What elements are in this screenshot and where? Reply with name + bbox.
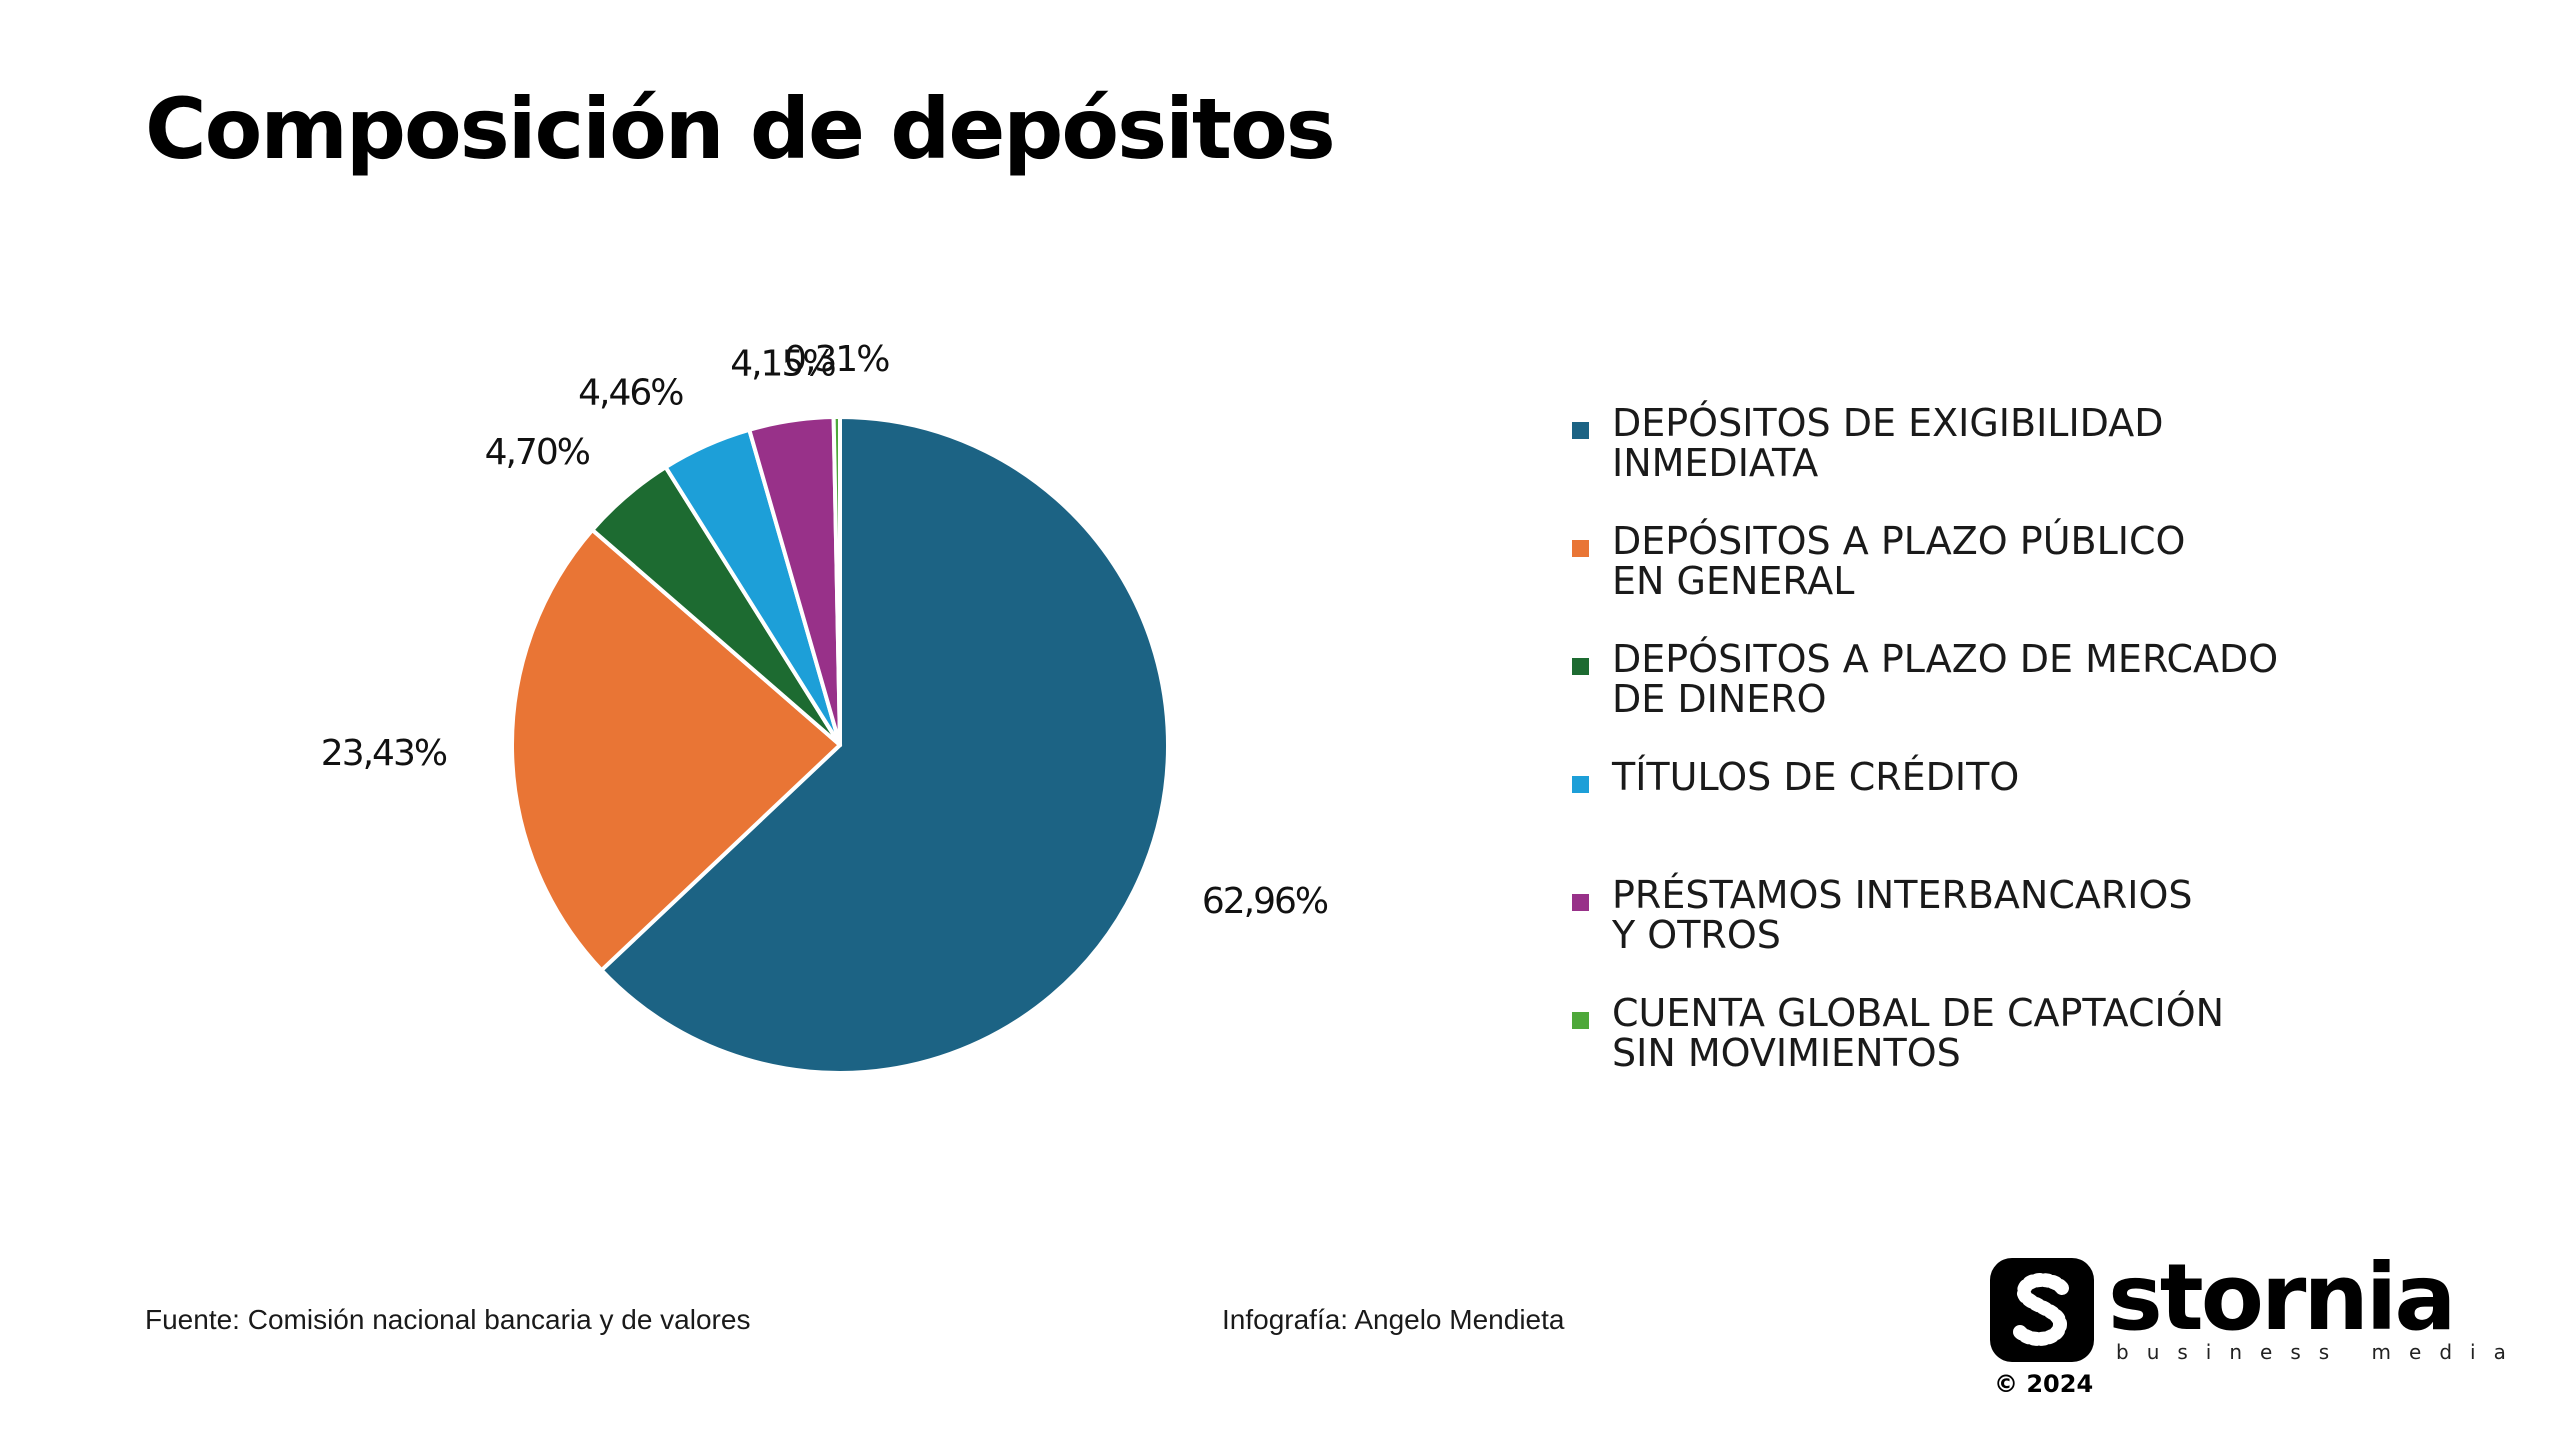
brand-name: stornia <box>2108 1244 2456 1351</box>
legend-swatch <box>1572 658 1589 675</box>
data-label-cuenta-global-de-captacion-sin-movimientos: 0,31% <box>784 339 889 380</box>
legend-label: DEPÓSITOS A PLAZO PÚBLICO EN GENERAL <box>1612 519 2186 603</box>
source-note: Fuente: Comisión nacional bancaria y de … <box>145 1304 751 1335</box>
legend-label: TÍTULOS DE CRÉDITO <box>1612 755 2020 799</box>
legend-label: DEPÓSITOS A PLAZO DE MERCADO DE DINERO <box>1612 637 2279 721</box>
legend-item-prestamos-interbancarios-y-otros: PRÉSTAMOS INTERBANCARIOS Y OTROS <box>1572 875 2472 993</box>
infographic-credit: Infografía: Angelo Mendieta <box>1222 1304 1565 1335</box>
chart-legend: DEPÓSITOS DE EXIGIBILIDAD INMEDIATA DEPÓS… <box>1572 403 2472 1111</box>
legend-swatch <box>1572 776 1589 793</box>
legend-item-depositos-a-plazo-publico-en-general: DEPÓSITOS A PLAZO PÚBLICO EN GENERAL <box>1572 521 2472 639</box>
legend-item-depositos-a-plazo-de-mercado-de-dinero: DEPÓSITOS A PLAZO DE MERCADO DE DINERO <box>1572 639 2472 757</box>
pie-slice-depositos-de-exigibilidad-inmediata <box>599 415 1170 1075</box>
legend-label: DEPÓSITOS DE EXIGIBILIDAD INMEDIATA <box>1612 401 2164 485</box>
page-title: Composición de depósitos <box>145 80 1336 178</box>
legend-swatch <box>1572 894 1589 911</box>
pie-slice-depositos-a-plazo-publico-en-general <box>510 527 842 973</box>
data-label-depositos-de-exigibilidad-inmediata: 62,96% <box>1202 881 1328 922</box>
copyright-year: © 2024 <box>1994 1370 2094 1398</box>
pie-slice-cuenta-global-de-captacion-sin-movimientos <box>831 414 842 747</box>
legend-label: CUENTA GLOBAL DE CAPTACIÓN SIN MOVIMIENT… <box>1612 991 2225 1075</box>
legend-item-depositos-de-exigibilidad-inmediata: DEPÓSITOS DE EXIGIBILIDAD INMEDIATA <box>1572 403 2472 521</box>
data-label-prestamos-interbancarios-y-otros: 4,15% <box>730 343 835 384</box>
stornia-s-logo-icon <box>1990 1258 2094 1362</box>
data-label-depositos-a-plazo-de-mercado-de-dinero: 4,70% <box>485 432 590 473</box>
legend-swatch <box>1572 422 1589 439</box>
legend-swatch <box>1572 1012 1589 1029</box>
brand-tagline: business media <box>2116 1340 2524 1364</box>
legend-label: PRÉSTAMOS INTERBANCARIOS Y OTROS <box>1612 873 2193 957</box>
legend-item-titulos-de-credito: TÍTULOS DE CRÉDITO <box>1572 757 2472 875</box>
brand-logo: stornia business media © 2024 <box>1990 1244 2524 1398</box>
data-label-depositos-a-plazo-publico-en-general: 23,43% <box>321 733 447 774</box>
data-label-titulos-de-credito: 4,46% <box>578 373 683 414</box>
legend-item-cuenta-global-de-captacion-sin-movimientos: CUENTA GLOBAL DE CAPTACIÓN SIN MOVIMIENT… <box>1572 993 2472 1111</box>
legend-swatch <box>1572 540 1589 557</box>
